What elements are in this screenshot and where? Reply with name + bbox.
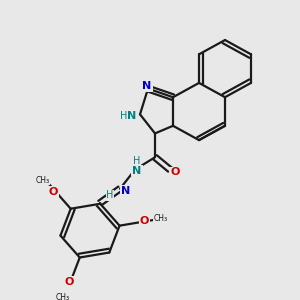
Text: O: O — [64, 277, 74, 287]
Text: O: O — [49, 187, 58, 197]
Text: N: N — [122, 186, 130, 196]
Text: O: O — [170, 167, 180, 178]
Text: N: N — [128, 111, 136, 121]
Text: CH₃: CH₃ — [153, 214, 167, 223]
Text: CH₃: CH₃ — [35, 176, 50, 185]
Text: CH₃: CH₃ — [56, 293, 70, 300]
Text: H: H — [106, 190, 114, 200]
Text: N: N — [132, 166, 142, 176]
Text: O: O — [140, 216, 149, 226]
Text: N: N — [142, 81, 152, 91]
Text: H: H — [133, 156, 141, 166]
Text: H: H — [120, 111, 128, 121]
